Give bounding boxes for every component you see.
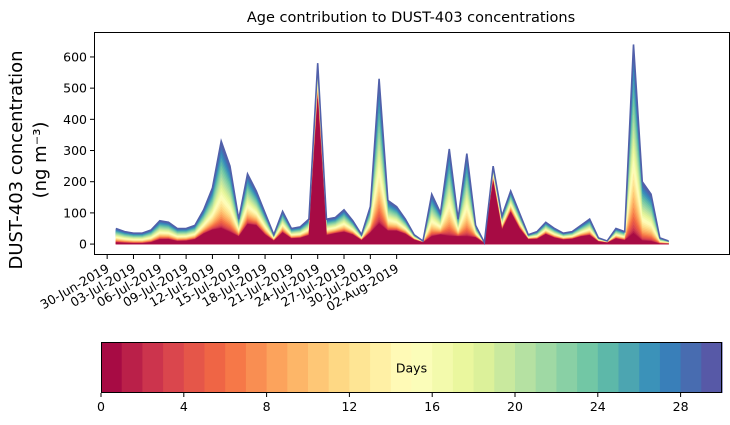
colorbar-bin <box>536 342 557 393</box>
colorbar-bin <box>577 342 598 393</box>
x-axis: 30-Jun-201903-Jul-201906-Jul-201909-Jul-… <box>38 255 402 314</box>
colorbar-tick-label: 4 <box>180 399 188 414</box>
colorbar-bin <box>225 342 246 393</box>
colorbar-tick-label: 16 <box>424 399 440 414</box>
colorbar-bin <box>453 342 474 393</box>
y-axis: 0 100 200 300 400 500 600 <box>63 49 94 251</box>
colorbar-bin <box>515 342 536 393</box>
colorbar-bin <box>184 342 205 393</box>
colorbar-bin <box>432 342 453 393</box>
colorbar-bin <box>598 342 619 393</box>
y-tick-label: 100 <box>63 205 87 220</box>
colorbar: Days 0 4 8 12 16 20 24 28 <box>97 342 723 414</box>
colorbar-bin <box>660 342 681 393</box>
colorbar-tick-label: 20 <box>507 399 523 414</box>
y-tick-label: 400 <box>63 112 87 127</box>
stacked-area-layers <box>116 44 669 244</box>
y-tick-label: 0 <box>79 237 87 252</box>
colorbar-bin <box>474 342 495 393</box>
y-axis-label: DUST-403 concentration (ng m⁻³) <box>6 50 51 269</box>
colorbar-tick-label: 12 <box>341 399 357 414</box>
chart-figure: Age contribution to DUST-403 concentrati… <box>0 0 730 425</box>
y-axis-label-line1: DUST-403 concentration <box>6 50 27 269</box>
colorbar-bin <box>287 342 308 393</box>
colorbar-tick-label: 28 <box>673 399 689 414</box>
colorbar-tick-label: 8 <box>263 399 271 414</box>
colorbar-bin <box>329 342 350 393</box>
y-tick-label: 300 <box>63 143 87 158</box>
colorbar-bin <box>619 342 640 393</box>
chart-title: Age contribution to DUST-403 concentrati… <box>247 10 575 26</box>
colorbar-label: Days <box>396 361 427 376</box>
y-tick-label: 500 <box>63 81 87 96</box>
colorbar-bin <box>308 342 329 393</box>
y-tick-label: 200 <box>63 174 87 189</box>
colorbar-bin <box>267 342 288 393</box>
colorbar-tick-label: 0 <box>97 399 105 414</box>
colorbar-bin <box>142 342 163 393</box>
colorbar-bin <box>101 342 122 393</box>
colorbar-bin <box>122 342 143 393</box>
colorbar-bin <box>681 342 702 393</box>
colorbar-bin <box>349 342 370 393</box>
colorbar-bin <box>163 342 184 393</box>
colorbar-bin <box>246 342 267 393</box>
colorbar-bin <box>556 342 577 393</box>
colorbar-bin <box>494 342 515 393</box>
colorbar-bin <box>205 342 226 393</box>
colorbar-tick-label: 24 <box>590 399 606 414</box>
y-tick-label: 600 <box>63 49 87 64</box>
colorbar-bin <box>639 342 660 393</box>
colorbar-bin <box>370 342 391 393</box>
colorbar-bin <box>701 342 722 393</box>
y-axis-label-line2: (ng m⁻³) <box>30 122 51 199</box>
